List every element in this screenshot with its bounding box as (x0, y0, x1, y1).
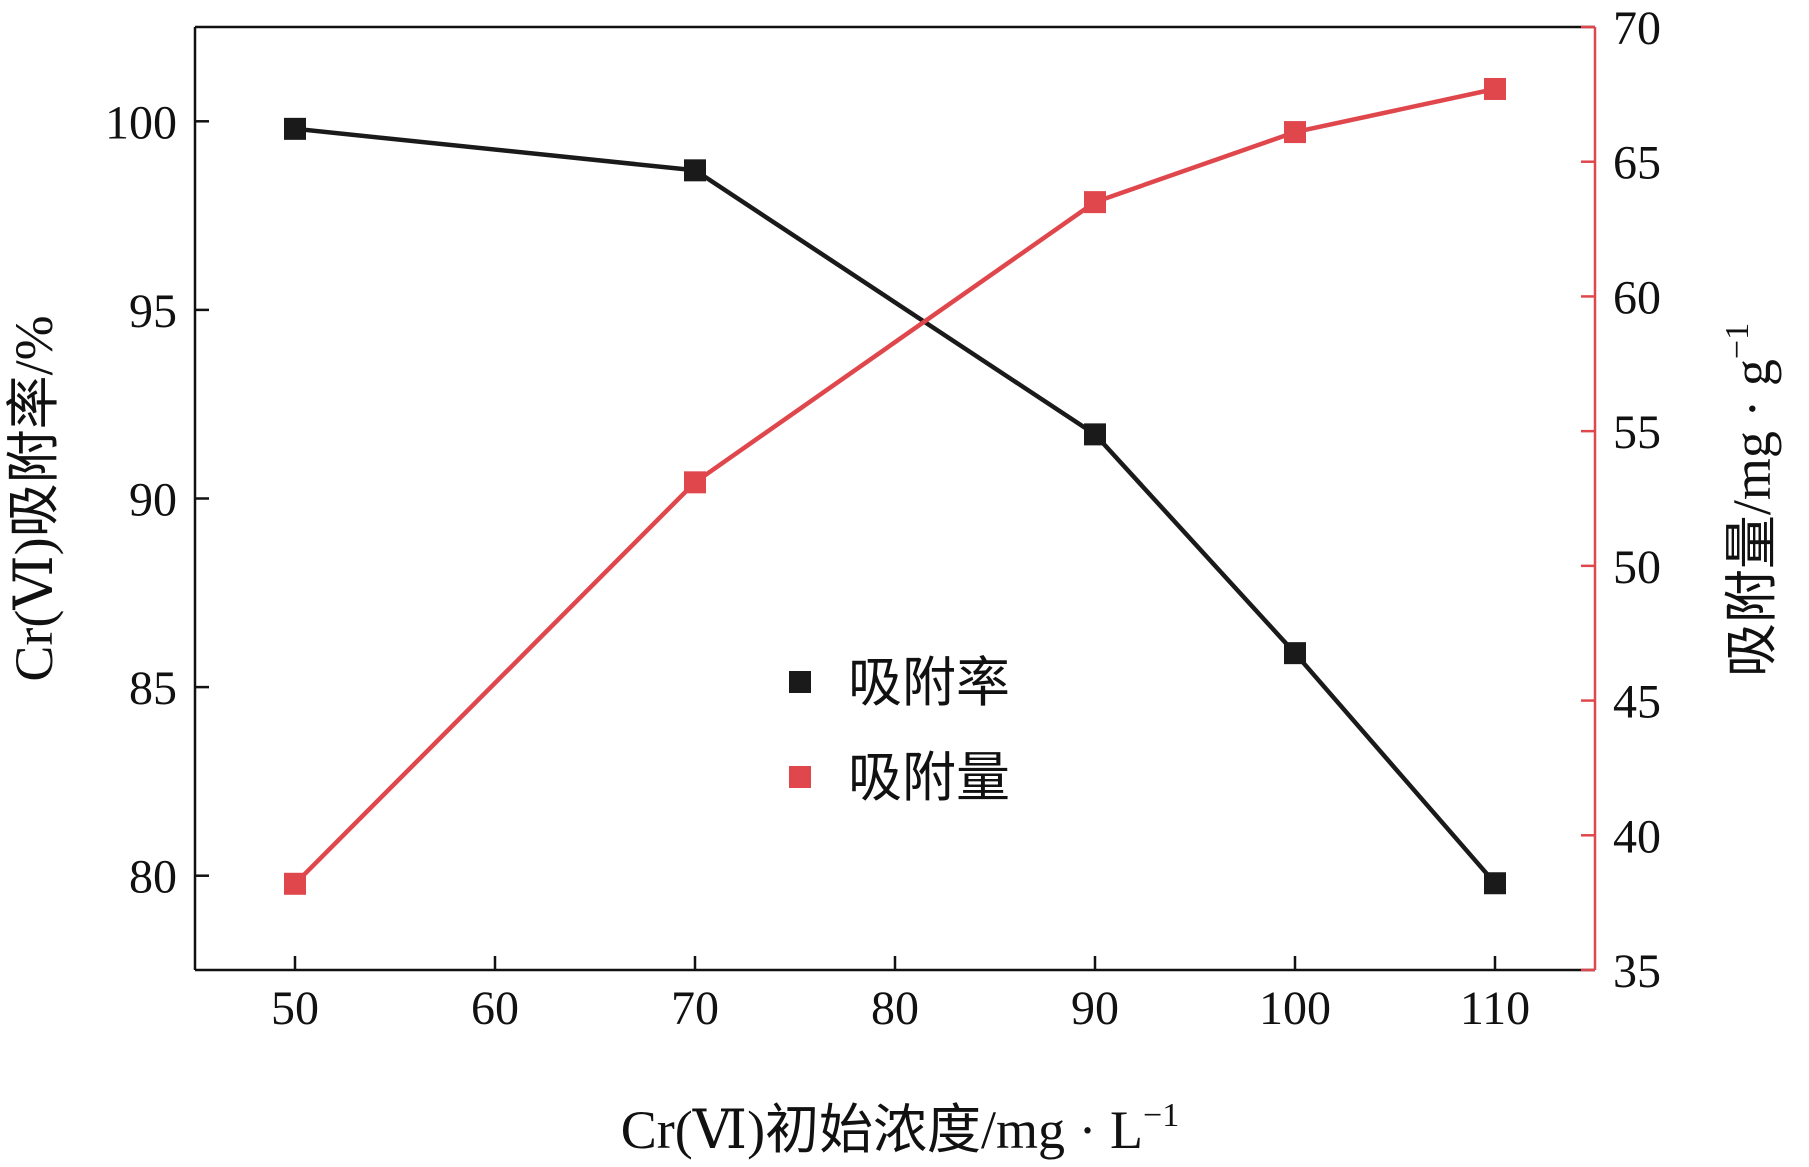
y-right-tick-label: 55 (1613, 406, 1661, 459)
y-left-tick-label: 95 (129, 285, 177, 338)
y-left-tick-label: 90 (129, 474, 177, 527)
legend-marker-adsorption-capacity (789, 766, 811, 788)
y-left-tick-label: 80 (129, 851, 177, 904)
legend-label-adsorption-rate: 吸附率 (848, 653, 1010, 713)
y-right-tick-label: 40 (1613, 810, 1661, 863)
x-tick-label: 60 (471, 982, 519, 1035)
data-point-adsorption-capacity (1484, 77, 1506, 100)
x-tick-label: 80 (871, 982, 919, 1035)
data-point-adsorption-rate (284, 117, 306, 140)
data-point-adsorption-capacity (284, 872, 306, 895)
y-right-tick-label: 60 (1613, 271, 1661, 324)
series-layer (284, 77, 1506, 895)
x-axis-title: Cr(Ⅵ)初始浓度/mg · L−1 (621, 1097, 1179, 1160)
y-left-axis-title: Cr(Ⅵ)吸附率/% (4, 315, 64, 681)
y-right-tick-label: 65 (1613, 137, 1661, 190)
x-axis-title-main: Cr(Ⅵ)初始浓度/mg · L (621, 1100, 1143, 1160)
y-right-tick-label: 45 (1613, 676, 1661, 729)
y-left-tick-label: 85 (129, 662, 177, 715)
x-tick-label: 50 (271, 982, 319, 1035)
legend-label-adsorption-capacity: 吸附量 (848, 748, 1010, 808)
x-axis-title-sup: −1 (1143, 1097, 1179, 1134)
data-point-adsorption-rate (684, 159, 706, 182)
data-point-adsorption-rate (1284, 642, 1306, 665)
data-point-adsorption-capacity (684, 471, 706, 494)
y-right-axis-title-sup: −1 (1719, 323, 1756, 359)
data-point-adsorption-capacity (1084, 191, 1106, 214)
y-right-tick-label: 35 (1613, 945, 1661, 998)
legend-marker-adsorption-rate (789, 671, 811, 693)
x-tick-label: 70 (671, 982, 719, 1035)
grid-layer (193, 25, 1597, 972)
y-right-axis-title: 吸附量/mg · g−1 (1719, 323, 1782, 677)
y-right-tick-label: 50 (1613, 541, 1661, 594)
y-right-tick-label: 70 (1613, 2, 1661, 55)
data-point-adsorption-rate (1084, 423, 1106, 446)
x-tick-label: 110 (1460, 982, 1530, 1035)
labels-layer: 50 60 70 80 90 100 110 80 85 90 95 100 35 40 45 50 55 60 6… (4, 2, 1782, 1160)
data-point-adsorption-rate (1484, 872, 1506, 895)
data-point-adsorption-capacity (1284, 121, 1306, 144)
x-tick-label: 90 (1071, 982, 1119, 1035)
y-right-axis-title-main: 吸附量/mg · g (1722, 359, 1782, 677)
y-left-tick-label: 100 (105, 96, 177, 149)
x-tick-label: 100 (1259, 982, 1331, 1035)
